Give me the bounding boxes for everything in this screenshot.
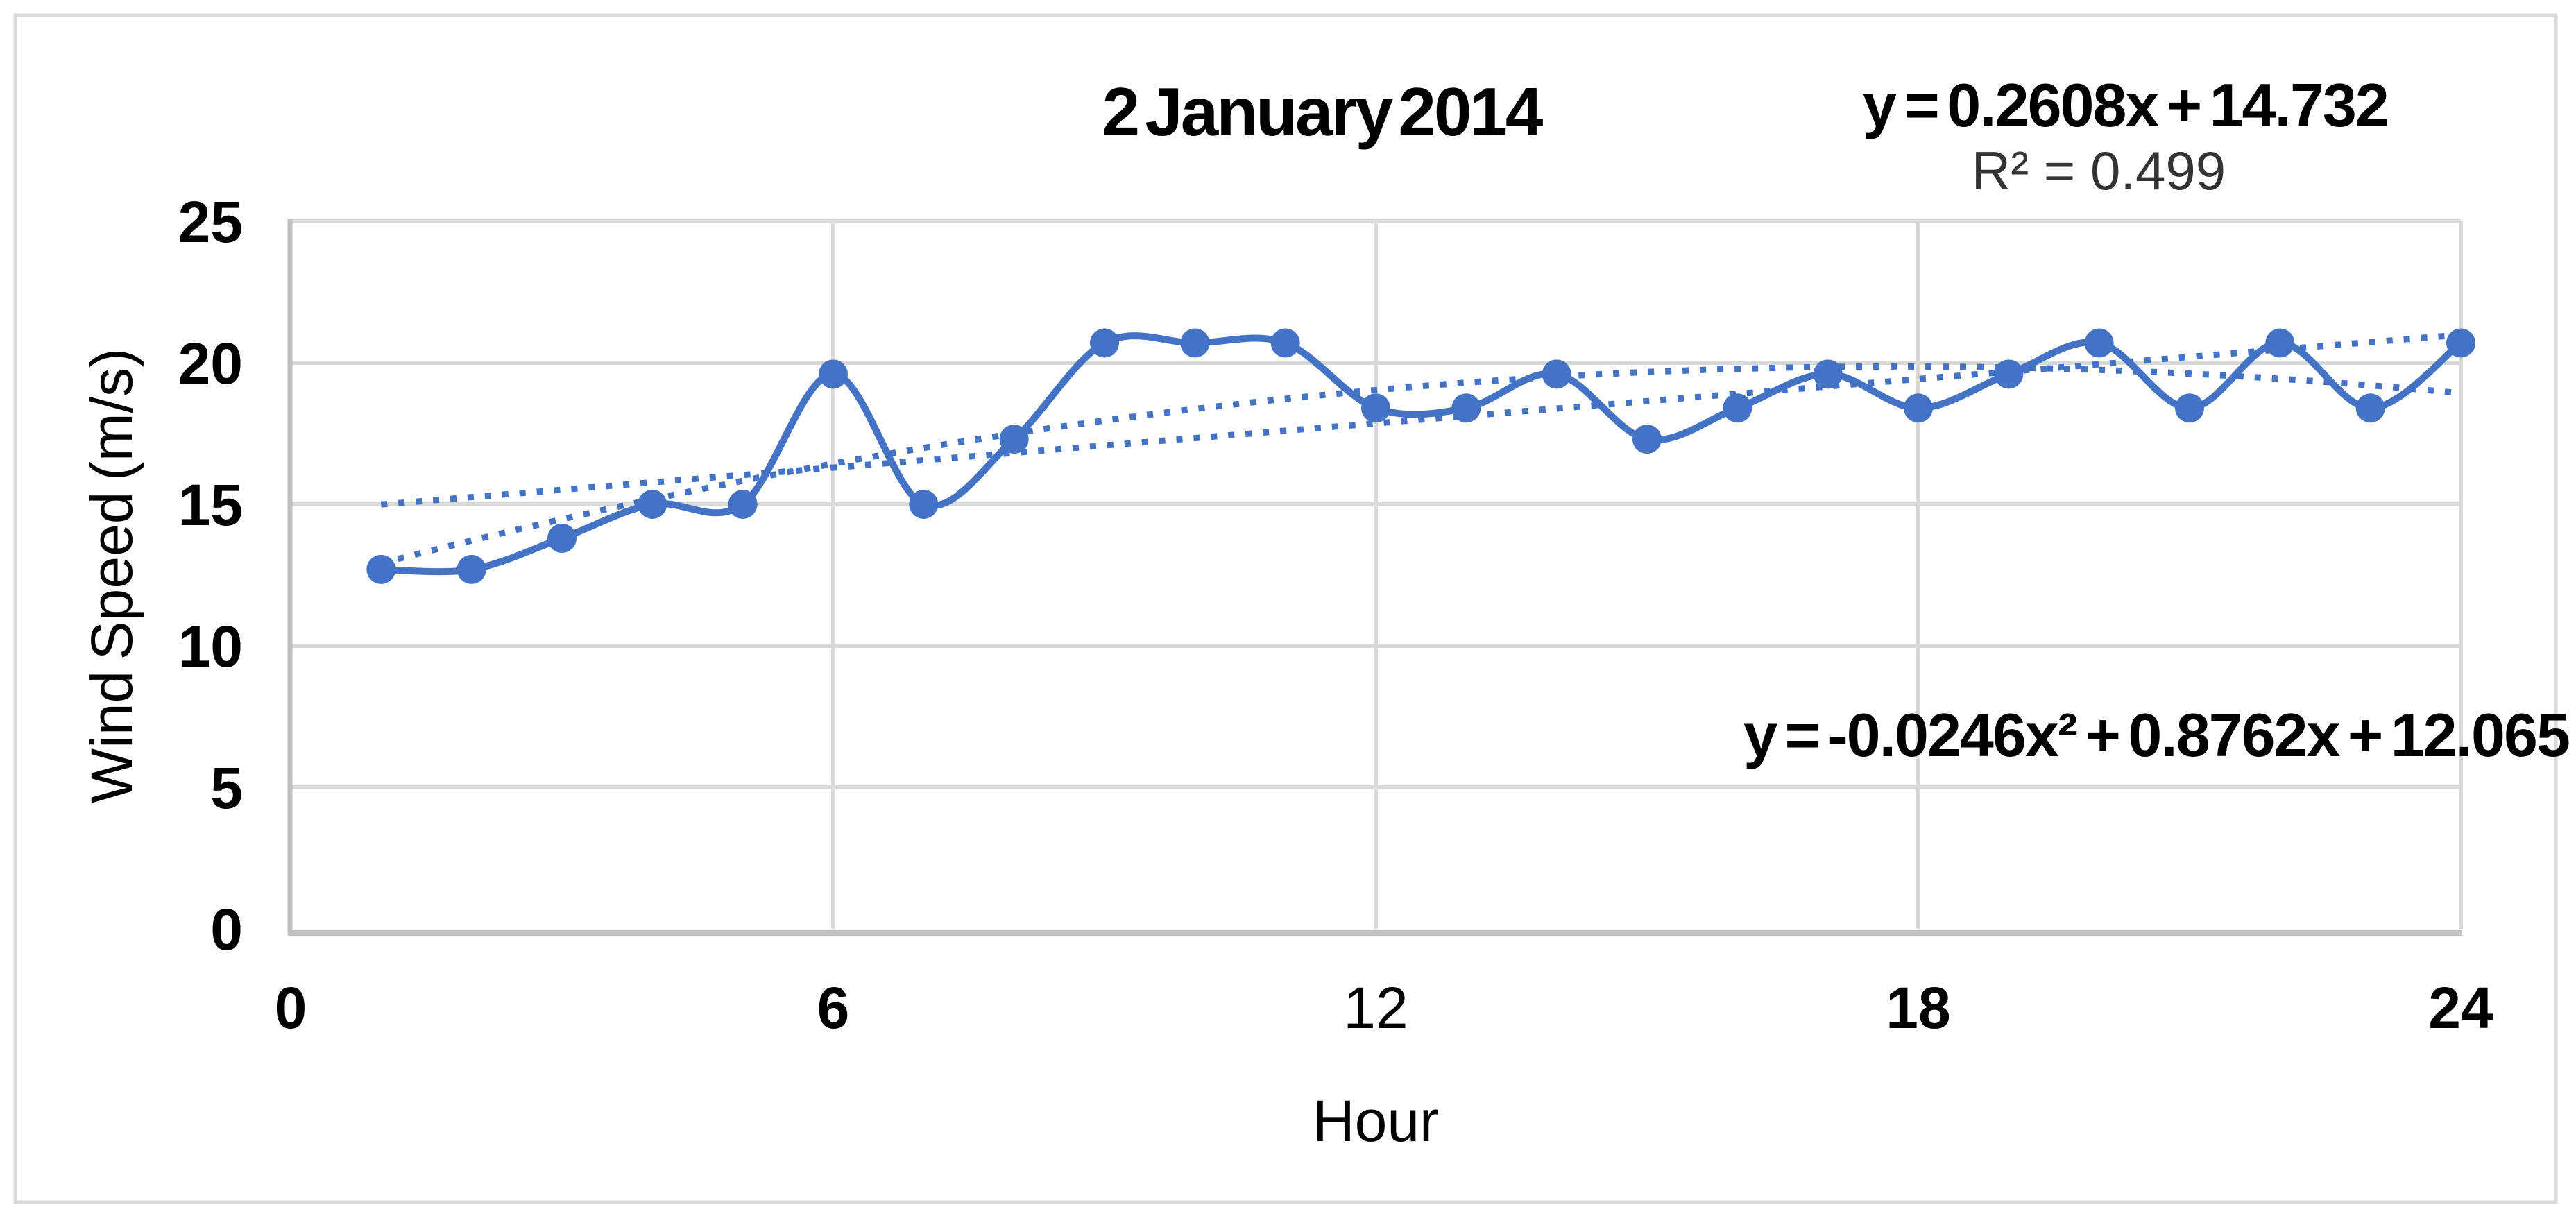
data-point-marker — [638, 490, 667, 519]
axis-lines — [287, 219, 2462, 936]
data-point-marker — [1361, 393, 1390, 423]
data-point-marker — [1542, 359, 1571, 389]
data-point-marker — [1090, 328, 1119, 358]
trendlines — [380, 332, 2462, 567]
y-axis-title: Wind Speed (m/s) — [79, 348, 144, 803]
data-point-marker — [547, 523, 577, 553]
linear-trendline-equation: y = 0.2608x + 14.732 — [1863, 71, 2388, 139]
linear-trendline — [380, 332, 2462, 508]
wind-speed-series — [366, 328, 2475, 584]
y-axis-tick-label: 5 — [210, 755, 243, 821]
data-point-marker — [2084, 328, 2114, 358]
x-axis-tick-label: 12 — [1343, 975, 1408, 1041]
data-point-marker — [2265, 328, 2295, 358]
figure-border — [13, 13, 2558, 1204]
data-point-marker — [2175, 393, 2204, 423]
data-point-marker — [1723, 393, 1752, 423]
data-point-marker — [1180, 328, 1210, 358]
chart-title: 2 January 2014 — [1102, 74, 1543, 150]
data-point-marker — [999, 425, 1029, 454]
r-squared-label: R² = 0.499 — [1972, 140, 2226, 201]
data-point-marker — [1994, 359, 2024, 389]
data-point-marker — [457, 554, 486, 584]
tick-labels: 0 5 10 15 20 25 0 6 12 18 24 — [178, 189, 2493, 1041]
data-point-marker — [1813, 359, 1843, 389]
y-axis-tick-label: 25 — [178, 189, 243, 255]
wind-speed-line — [377, 332, 2464, 576]
gridlines — [291, 219, 2463, 929]
data-point-marker — [2355, 393, 2385, 423]
data-point-marker — [728, 490, 758, 519]
y-axis-tick-label: 15 — [178, 472, 243, 538]
data-point-marker — [1451, 393, 1481, 423]
y-axis-tick-label: 0 — [210, 897, 243, 962]
x-axis-title: Hour — [1313, 1088, 1439, 1154]
x-axis-tick-label: 24 — [2428, 975, 2493, 1041]
polynomial-trendline — [380, 363, 2462, 567]
polynomial-trendline-equation: y = -0.0246x² + 0.8762x + 12.065 — [1743, 701, 2569, 769]
data-point-marker — [366, 554, 396, 584]
data-point-marker — [1904, 393, 1933, 423]
x-axis-tick-label: 6 — [817, 975, 850, 1041]
y-axis-tick-label: 20 — [178, 331, 243, 396]
data-point-marker — [909, 490, 939, 519]
data-point-marker — [2446, 328, 2475, 358]
data-point-marker — [1632, 425, 1662, 454]
data-point-marker — [1270, 328, 1300, 358]
x-axis-tick-label: 18 — [1886, 975, 1950, 1041]
x-axis-tick-label: 0 — [275, 975, 307, 1041]
y-axis-tick-label: 10 — [178, 614, 243, 679]
data-point-marker — [819, 359, 848, 389]
